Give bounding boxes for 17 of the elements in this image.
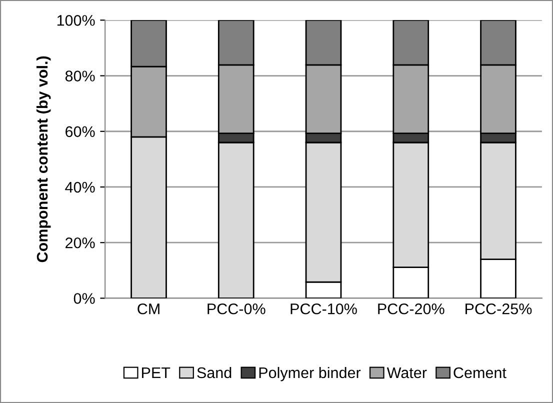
y-tick-label: 20%	[66, 237, 95, 248]
y-tick-label: 100%	[57, 15, 95, 26]
x-tick-label: PCC-0%	[208, 303, 266, 314]
legend-label: Cement	[454, 367, 506, 378]
legend-label: Sand	[197, 366, 232, 378]
x-tick-label: PCC-25%	[466, 303, 532, 314]
x-tick-label: PCC-20%	[378, 303, 444, 314]
legend-label: PET	[142, 368, 170, 378]
y-tick-label: 40%	[65, 182, 95, 193]
y-tick-label: 60%	[66, 126, 95, 138]
y-axis-title: Component content (by vol.)	[36, 56, 51, 262]
y-tick-label: 0%	[74, 293, 95, 304]
y-tick-label: 80%	[65, 70, 95, 82]
x-tick-label: CM	[138, 303, 160, 314]
legend-label: Polymer binder	[259, 366, 361, 382]
x-tick-label: PCC-10%	[290, 303, 357, 314]
legend-label: Water	[386, 368, 427, 378]
